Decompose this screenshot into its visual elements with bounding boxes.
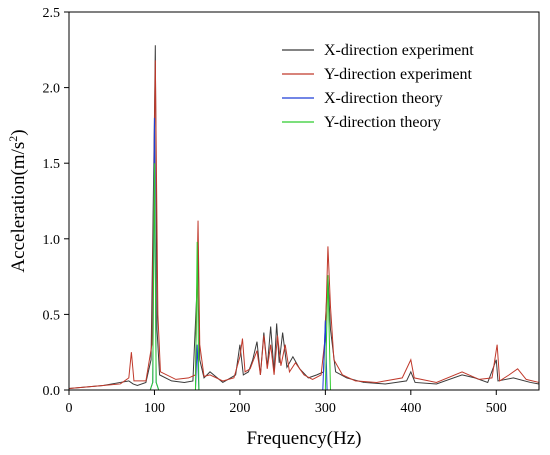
x-axis-ticks: 0 100 200 300 400 500 [66, 390, 507, 416]
y-tick-label: 2.5 [43, 6, 61, 21]
x-tick-label: 200 [229, 401, 250, 416]
x-tick-label: 100 [144, 401, 165, 416]
x-axis-title: Frequency(Hz) [246, 428, 361, 449]
x-tick-label: 0 [66, 401, 73, 416]
series-line-2 [68, 60, 540, 389]
series-line-1 [68, 45, 540, 389]
legend-label-2: Y-direction experiment [324, 66, 473, 83]
x-tick-label: 300 [315, 401, 336, 416]
y-tick-label: 0.0 [43, 384, 61, 399]
legend: X-direction experiment Y-direction experi… [282, 42, 474, 131]
y-axis-title-superscript: 2 [6, 136, 20, 142]
y-axis-ticks: 0.0 0.5 1.0 1.5 2.0 2.5 [43, 6, 69, 399]
y-axis-title-close: ) [8, 129, 29, 135]
y-tick-label: 2.0 [43, 82, 61, 97]
y-axis-title-main: Acceleration(m/s [8, 142, 29, 273]
x-tick-label: 500 [486, 401, 507, 416]
series-line-3 [69, 117, 539, 391]
y-tick-label: 1.0 [43, 233, 61, 248]
x-tick-label: 400 [400, 401, 421, 416]
y-tick-label: 0.5 [43, 308, 61, 323]
y-tick-label: 1.5 [43, 157, 61, 172]
series-line-4 [69, 163, 539, 391]
series-layer [68, 45, 540, 391]
legend-label-1: X-direction experiment [324, 42, 474, 59]
y-axis-title: Acceleration(m/s2) [6, 129, 29, 272]
plot-frame [68, 11, 540, 391]
legend-label-3: X-direction theory [324, 90, 443, 107]
legend-label-4: Y-direction theory [324, 114, 441, 131]
